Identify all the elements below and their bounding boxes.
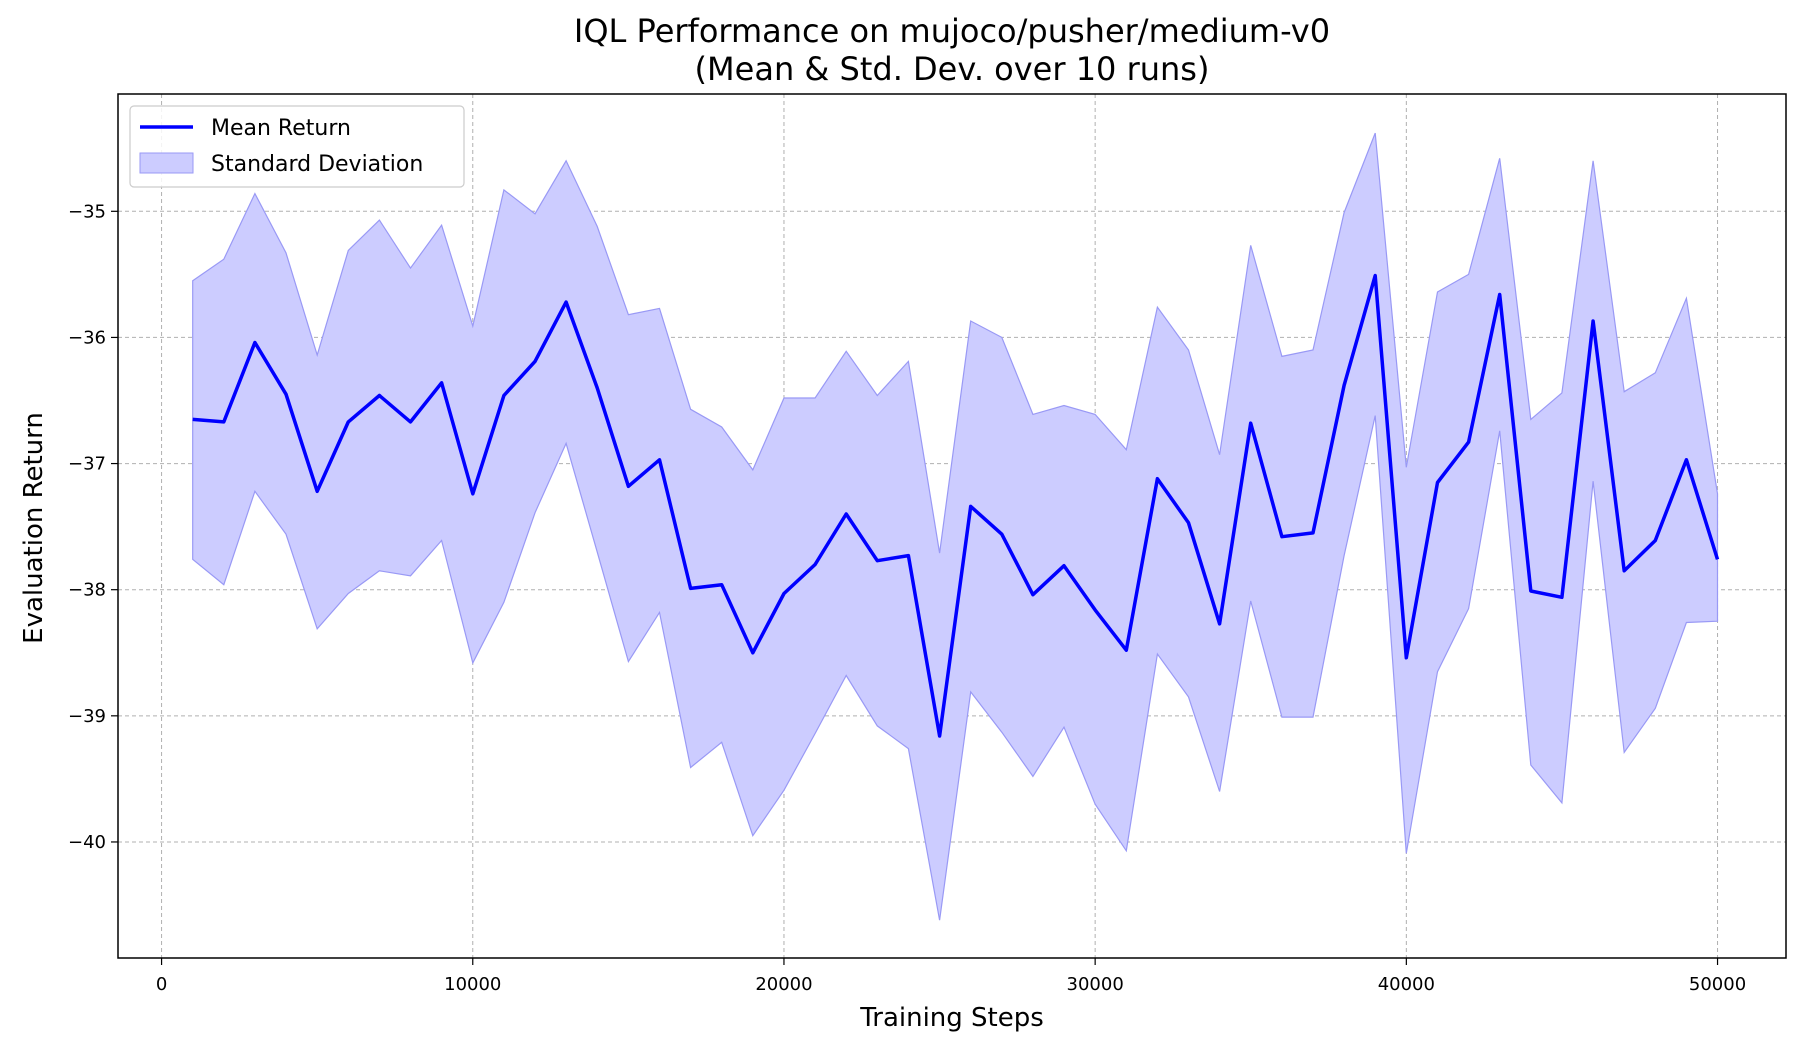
std-deviation-band [192,132,1719,921]
x-tick-label: 0 [156,974,167,995]
x-tick-label: 10000 [444,974,501,995]
plot-area-frame [117,93,1787,959]
legend-label-mean: Mean Return [211,116,351,141]
y-axis-label: Evaluation Return [19,412,49,644]
x-axis-ticks: 0 10000 20000 30000 40000 50000 [156,958,1746,995]
legend: Mean Return Standard Deviation [129,105,465,188]
y-tick-label: −40 [68,832,106,853]
x-tick-label: 30000 [1067,974,1124,995]
x-tick-label: 50000 [1689,974,1746,995]
y-tick-label: −38 [68,580,106,601]
x-tick-label: 20000 [755,974,812,995]
legend-label-std: Standard Deviation [211,152,423,177]
y-tick-label: −37 [68,454,106,475]
y-tick-label: −35 [68,201,106,222]
x-tick-label: 40000 [1378,974,1435,995]
legend-std-band-swatch [139,152,194,174]
y-tick-label: −39 [68,706,106,727]
std-band-layer [192,132,1719,921]
chart-title-line2: (Mean & Std. Dev. over 10 runs) [695,50,1210,88]
y-tick-label: −36 [68,327,106,348]
chart-title-line1: IQL Performance on mujoco/pusher/medium-… [574,12,1330,50]
mean-line-layer [192,273,1720,738]
legend-box [129,105,465,188]
mean-return-line [192,273,1720,738]
y-axis-ticks: −40 −39 −38 −37 −36 −35 [68,201,118,853]
x-axis-label: Training Steps [859,1003,1044,1033]
